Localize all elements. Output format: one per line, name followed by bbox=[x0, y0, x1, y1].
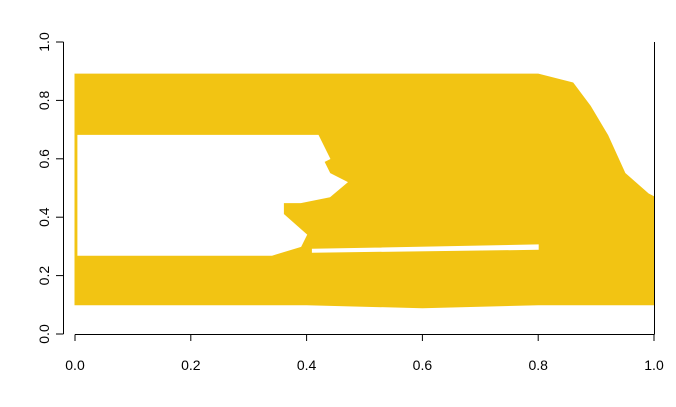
x-tick-label: 1.0 bbox=[644, 357, 664, 373]
y-tick-label: 0.0 bbox=[36, 324, 52, 344]
x-tick-label: 0.0 bbox=[65, 357, 85, 373]
region-gap-strip bbox=[311, 244, 539, 253]
y-tick-label: 0.6 bbox=[36, 149, 52, 169]
x-axis-ticks: 0.0 0.2 0.4 0.6 0.8 1.0 bbox=[65, 334, 664, 373]
region-hole bbox=[77, 134, 348, 256]
y-tick-label: 0.2 bbox=[36, 266, 52, 286]
y-tick-label: 0.4 bbox=[36, 207, 52, 227]
y-axis-ticks: 0.0 0.2 0.4 0.6 0.8 1.0 bbox=[36, 32, 64, 344]
y-tick-label: 1.0 bbox=[36, 32, 52, 52]
x-tick-label: 0.6 bbox=[413, 357, 433, 373]
plot-regions bbox=[74, 73, 655, 309]
x-tick-label: 0.2 bbox=[181, 357, 201, 373]
y-tick-label: 0.8 bbox=[36, 90, 52, 110]
x-tick-label: 0.8 bbox=[528, 357, 548, 373]
x-tick-label: 0.4 bbox=[297, 357, 317, 373]
